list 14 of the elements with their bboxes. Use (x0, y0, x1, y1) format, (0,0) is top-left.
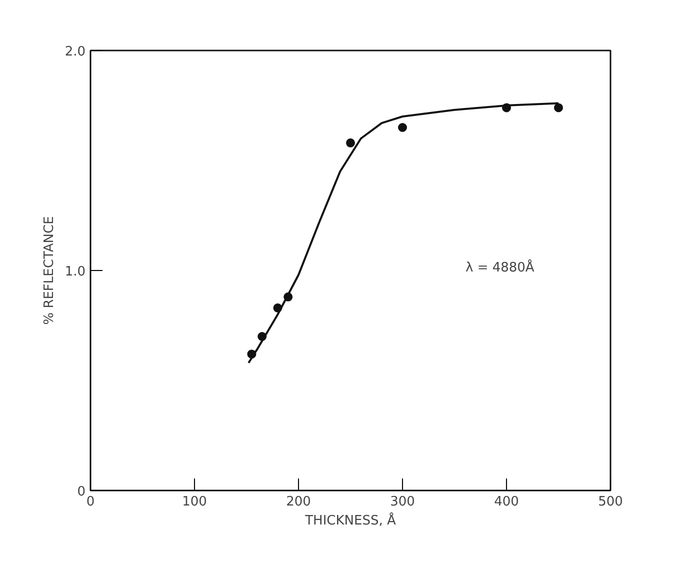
x-tick-label: 100 (182, 494, 207, 510)
annotation: λ = 4880Å (466, 258, 534, 276)
point (346, 138, 355, 148)
y-tick-label: 2.0 (64, 44, 86, 60)
y-axis-title: % REFLECTANCE (42, 216, 57, 325)
y-tick-label: 1.0 (64, 264, 86, 280)
x-tick-label: 400 (494, 494, 519, 510)
y-tick-label: 0 (77, 484, 86, 500)
point (398, 123, 407, 132)
x-tick-label: 500 (598, 494, 623, 510)
point (554, 103, 563, 112)
x-axis-title: THICKNESS, Å (304, 512, 396, 528)
x-tick-label: 200 (286, 494, 311, 510)
x-tick-label: 300 (390, 494, 415, 510)
